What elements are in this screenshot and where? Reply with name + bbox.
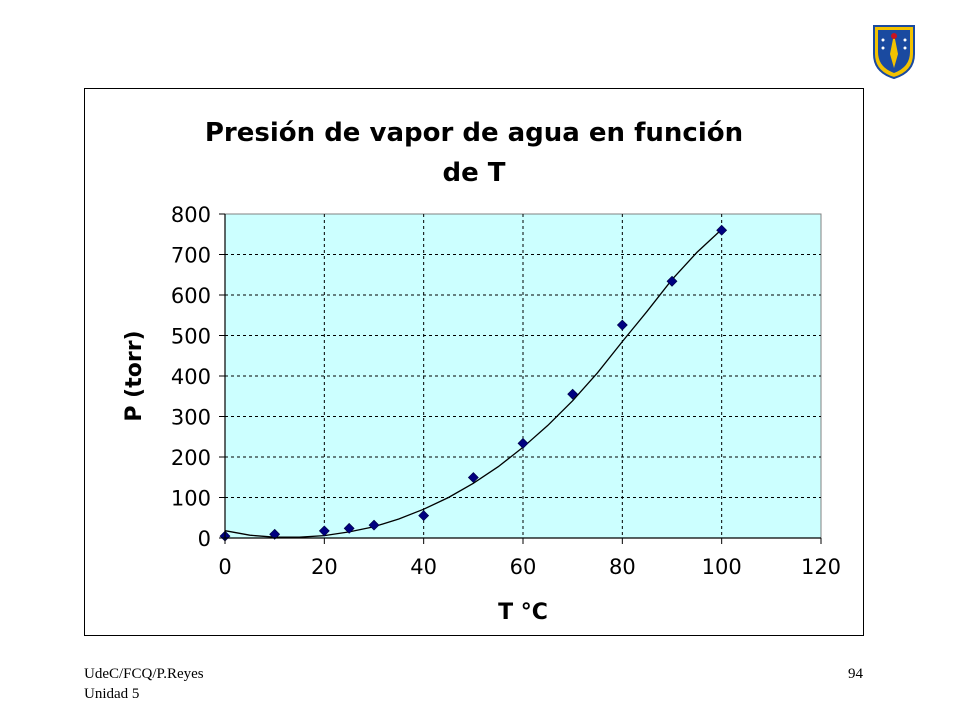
data-point xyxy=(666,275,678,287)
x-tick-label: 60 xyxy=(510,555,537,579)
trendline-path xyxy=(224,228,723,538)
university-crest-icon xyxy=(873,25,915,80)
y-tick-label: 200 xyxy=(171,446,211,470)
data-point xyxy=(716,224,728,236)
x-tick-label: 40 xyxy=(410,555,437,579)
tick-labels: 0 20 40 60 80 100 120 0 100 200 300 400 500 600 700 800 xyxy=(171,203,841,579)
x-tick-label: 100 xyxy=(702,555,742,579)
y-tick-label: 600 xyxy=(171,284,211,308)
data-point xyxy=(269,528,281,540)
x-tick-label: 0 xyxy=(218,555,231,579)
x-axis-label: T °C xyxy=(498,600,548,625)
data-point xyxy=(343,522,355,534)
data-point xyxy=(467,472,479,483)
grid-lines xyxy=(225,214,821,538)
axes xyxy=(219,213,822,544)
y-axis-label: P (torr) xyxy=(122,330,147,421)
y-tick-label: 100 xyxy=(171,487,211,511)
x-tick-label: 120 xyxy=(801,555,841,579)
chart-title-line-1: Presión de vapor de agua en función xyxy=(205,118,743,148)
y-tick-label: 400 xyxy=(171,365,211,389)
y-tick-label: 300 xyxy=(171,406,211,430)
data-point xyxy=(567,388,579,400)
y-tick-label: 0 xyxy=(198,527,211,551)
chart: 0 20 40 60 80 100 120 0 100 200 300 400 500 600 700 800… xyxy=(122,118,841,625)
chart-frame: 0 20 40 60 80 100 120 0 100 200 300 400 500 600 700 800… xyxy=(84,88,864,636)
trendline xyxy=(224,228,723,538)
data-point xyxy=(517,437,529,449)
page-number: 94 xyxy=(848,666,863,682)
footer-author: UdeC/FCQ/P.Reyes xyxy=(84,666,204,682)
data-point xyxy=(368,519,380,531)
chart-title-line-2: de T xyxy=(442,158,505,188)
data-point xyxy=(318,525,330,537)
data-point xyxy=(616,319,628,331)
x-tick-label: 80 xyxy=(609,555,636,579)
y-tick-label: 700 xyxy=(171,244,211,268)
y-tick-label: 800 xyxy=(171,203,211,227)
footer-unit: Unidad 5 xyxy=(84,686,140,702)
data-point xyxy=(418,510,430,522)
x-tick-label: 20 xyxy=(311,555,338,579)
y-tick-label: 500 xyxy=(171,325,211,349)
